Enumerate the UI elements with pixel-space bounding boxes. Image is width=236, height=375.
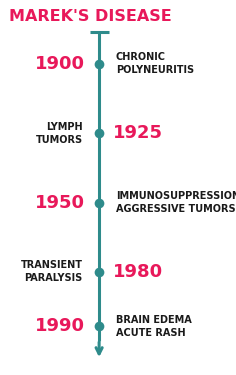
Text: 1990: 1990	[35, 317, 85, 335]
Text: 1980: 1980	[113, 263, 163, 281]
Text: 1925: 1925	[113, 124, 163, 142]
Text: CHRONIC
POLYNEURITIS: CHRONIC POLYNEURITIS	[116, 53, 194, 75]
Text: 1900: 1900	[35, 55, 85, 73]
Text: BRAIN EDEMA
ACUTE RASH: BRAIN EDEMA ACUTE RASH	[116, 315, 191, 338]
Text: TRANSIENT
PARALYSIS: TRANSIENT PARALYSIS	[21, 261, 83, 283]
Text: LYMPH
TUMORS: LYMPH TUMORS	[35, 122, 83, 144]
Text: 1950: 1950	[35, 194, 85, 211]
Text: IMMUNOSUPPRESSION
AGGRESSIVE TUMORS: IMMUNOSUPPRESSION AGGRESSIVE TUMORS	[116, 191, 236, 214]
Text: MAREK'S DISEASE: MAREK'S DISEASE	[9, 9, 172, 24]
